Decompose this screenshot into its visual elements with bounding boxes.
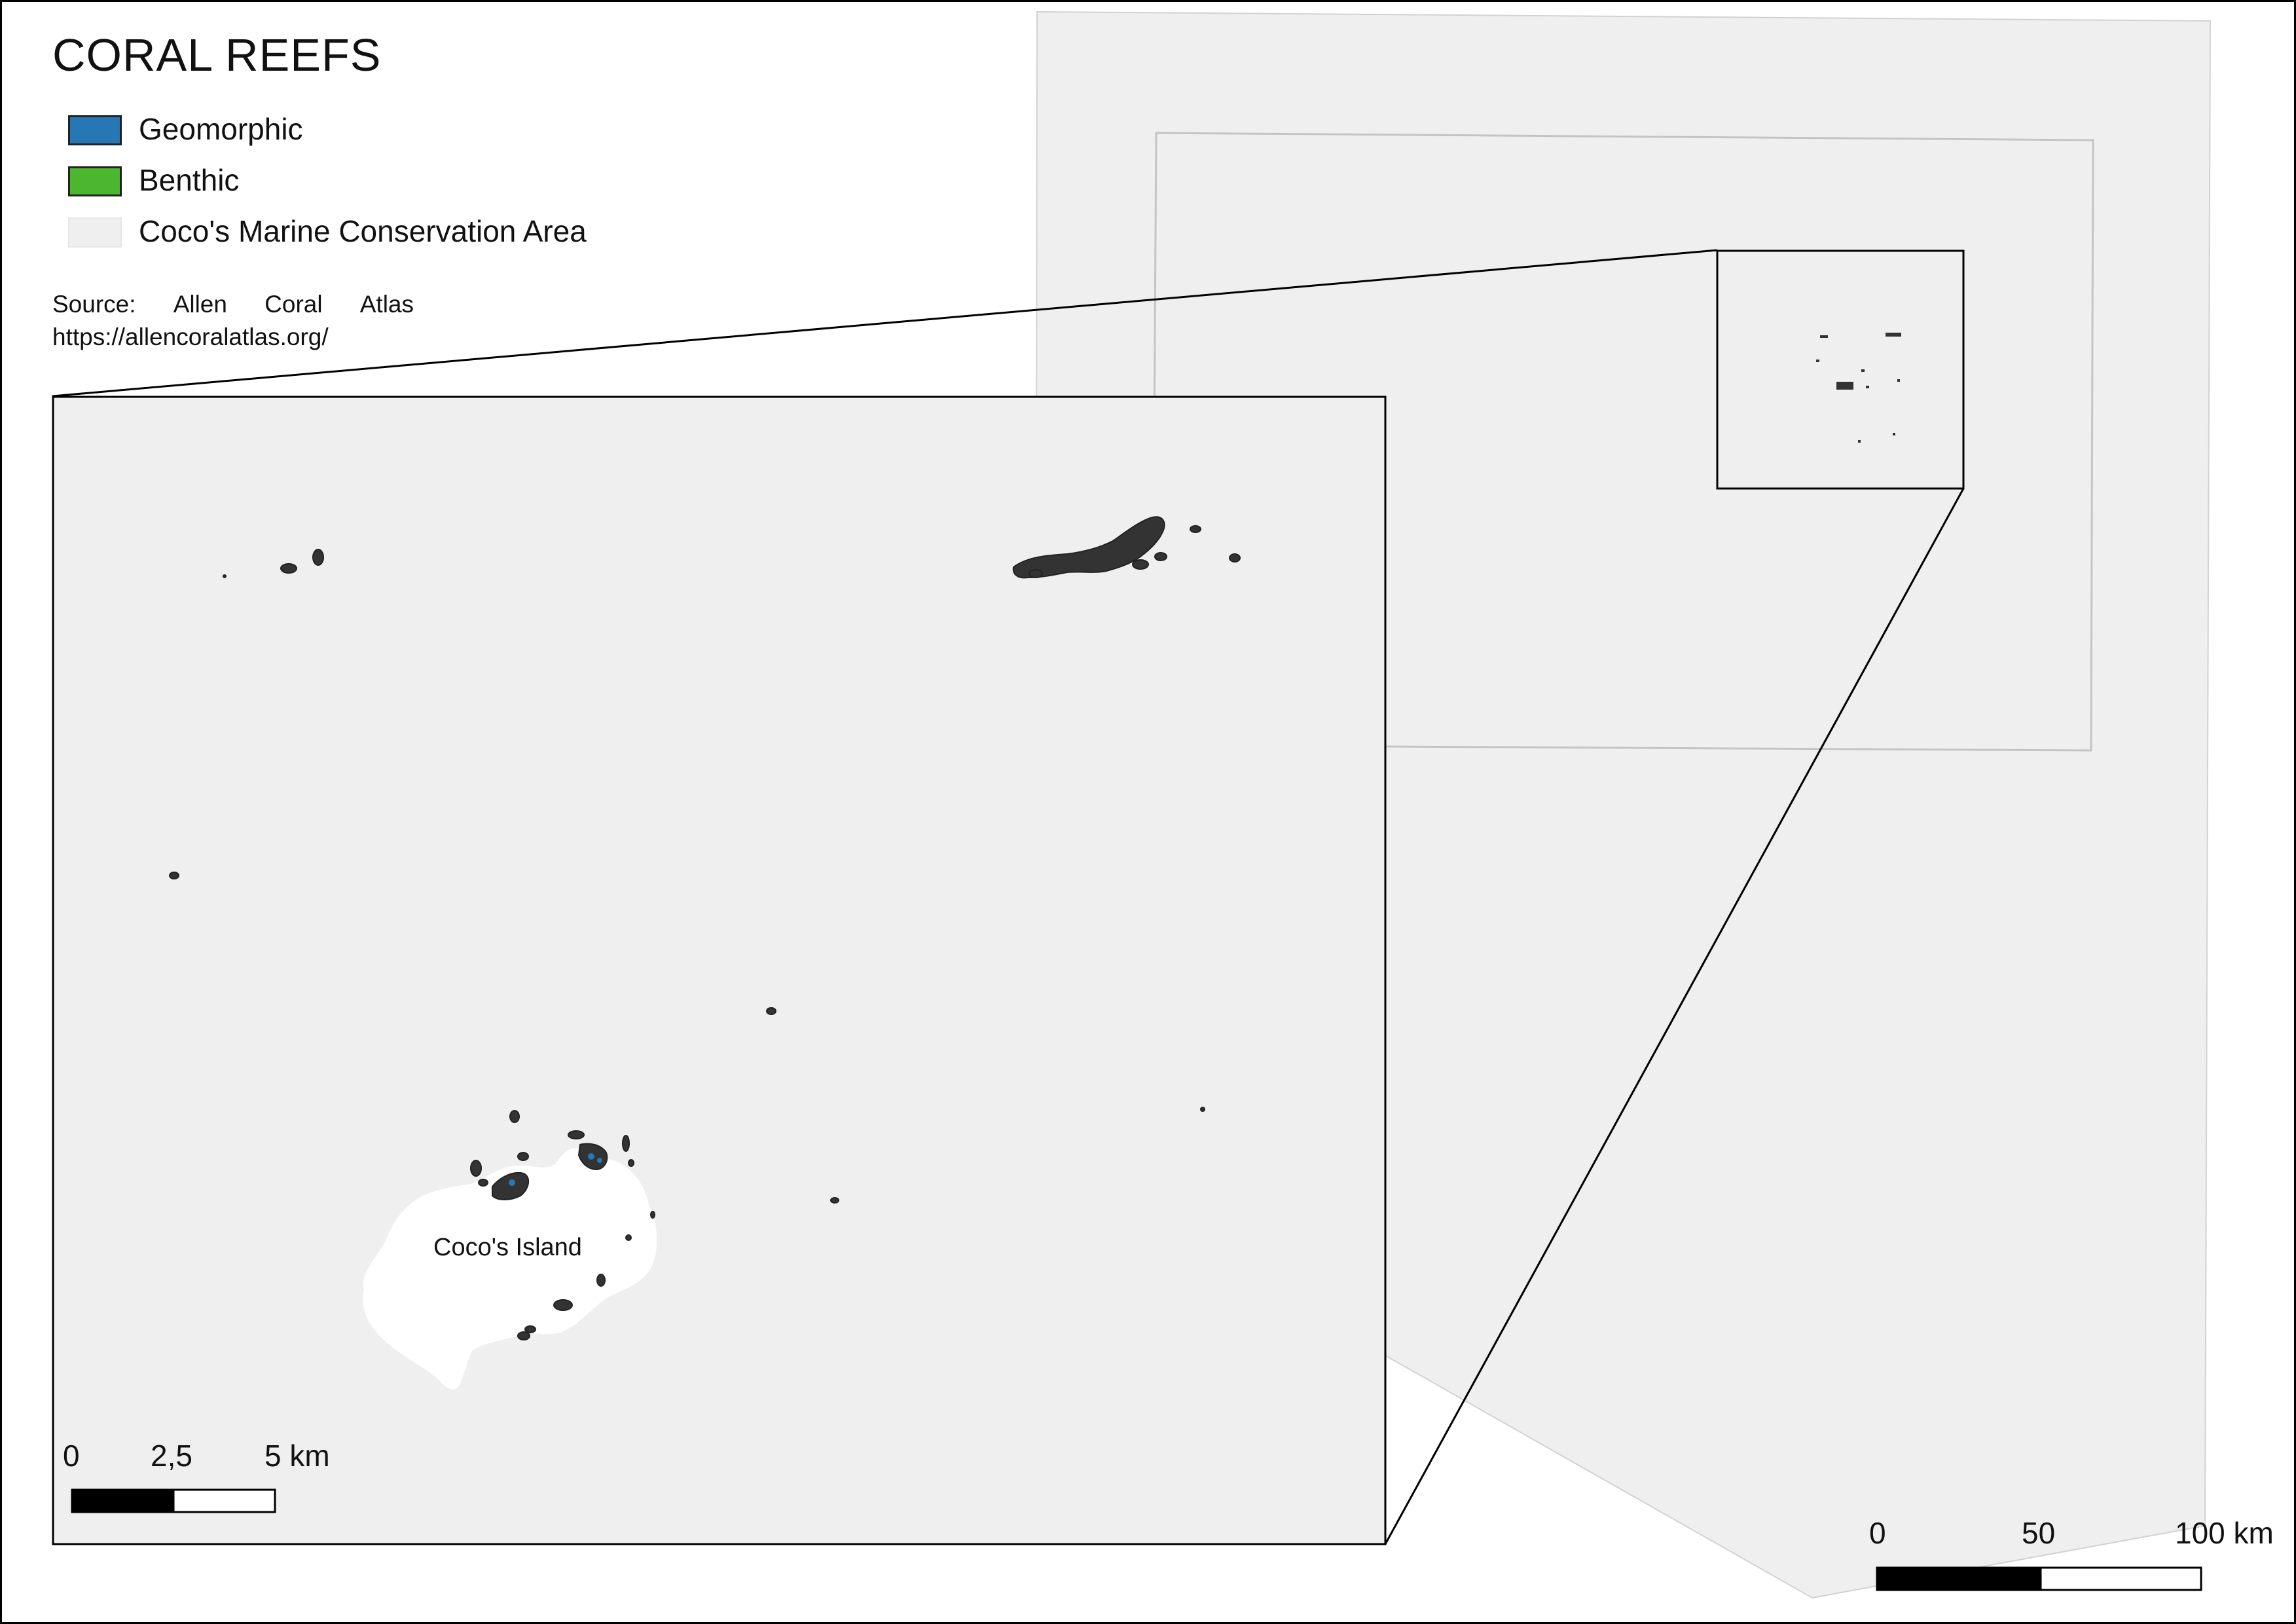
reef-patch (1200, 1107, 1205, 1112)
geomorphic-speck (509, 1179, 515, 1186)
map-title: CORAL REEFS (52, 29, 382, 81)
reef-patch (509, 1110, 520, 1123)
overview-reef (1866, 386, 1869, 388)
reef-patch (1154, 552, 1167, 561)
reef-patch (1132, 559, 1149, 570)
reef-patch (596, 1274, 606, 1287)
geomorphic-specks (509, 1153, 602, 1186)
connector-line-top (52, 249, 1718, 397)
inset-scale-label-0: 0 (63, 1439, 80, 1473)
geomorphic-speck (597, 1158, 602, 1163)
inset-scale-label-end: 5 km (264, 1439, 330, 1473)
legend-label-benthic: Benthic (139, 163, 240, 197)
reef-patch (622, 1135, 630, 1152)
source-credit: Source: Allen Coral Atlas https://allenc… (52, 288, 414, 354)
inset-scale-bar (71, 1488, 276, 1513)
inset-map-frame (52, 396, 1387, 1545)
legend-swatch-benthic (68, 166, 122, 196)
source-word: Atlas (359, 291, 414, 318)
overview-reef (1861, 369, 1865, 372)
overview-reef (1886, 333, 1901, 337)
reef-patch (312, 549, 324, 566)
reef-patch (1229, 553, 1241, 563)
reef-patch (470, 1160, 482, 1177)
overview-reef (1858, 440, 1861, 443)
reef-patch (169, 872, 179, 879)
reef-patch (478, 1179, 488, 1187)
cocos-island (363, 1148, 657, 1390)
overview-reef (1897, 379, 1900, 382)
reef-patch (517, 1331, 530, 1340)
reef-patch (628, 1159, 634, 1167)
reef-patch (766, 1007, 776, 1015)
reef-patch (568, 1130, 585, 1139)
legend-swatch-geomorphic (68, 115, 122, 145)
source-word: Allen (173, 291, 227, 318)
source-word: Source: (52, 291, 136, 318)
overview-reef (1816, 360, 1819, 362)
northeast-reef-band (1012, 516, 1165, 579)
overview-reef (1820, 335, 1828, 338)
reef-patch (830, 1197, 839, 1204)
legend-label-geomorphic: Geomorphic (139, 112, 303, 146)
reef-patch (1190, 525, 1201, 533)
legend-swatch-conservation-area (68, 217, 122, 248)
reef-patch (625, 1234, 632, 1241)
reef-patch (553, 1299, 573, 1311)
reef-patch (223, 574, 227, 578)
zoom-extent-box (1716, 249, 1965, 490)
overview-reef-marks (1816, 333, 1901, 443)
source-url: https://allencoralatlas.org/ (52, 323, 329, 350)
reef-patch (517, 1152, 529, 1161)
overview-scale-segment-white (2039, 1566, 2202, 1591)
connector-line-bottom (1384, 488, 1965, 1545)
reef-patch (1029, 569, 1043, 578)
reef-patch (524, 1325, 536, 1333)
reef-patch (280, 563, 297, 574)
overview-reef (1836, 382, 1853, 390)
overview-scale-segment-black (1876, 1566, 2042, 1591)
reef-patch (492, 1172, 530, 1200)
inset-scale-segment-white (172, 1488, 276, 1513)
overview-scale-bar (1876, 1566, 2202, 1591)
inset-reef-clusters (169, 516, 1241, 1340)
source-line: Source: Allen Coral Atlas (52, 288, 414, 321)
reef-patch (650, 1211, 655, 1219)
geomorphic-speck (588, 1153, 594, 1160)
overview-scale-label-mid: 50 (2022, 1516, 2056, 1550)
overview-scale-label-end: 100 km (2175, 1516, 2274, 1550)
legend-label-conservation-area: Coco's Marine Conservation Area (139, 214, 587, 248)
source-word: Coral (264, 291, 323, 318)
inset-scale-segment-black (71, 1488, 175, 1513)
overview-scale-label-0: 0 (1869, 1516, 1886, 1550)
inset-scale-label-mid: 2,5 (151, 1439, 192, 1473)
island-label: Coco's Island (433, 1234, 582, 1261)
overview-reef (1893, 433, 1895, 435)
